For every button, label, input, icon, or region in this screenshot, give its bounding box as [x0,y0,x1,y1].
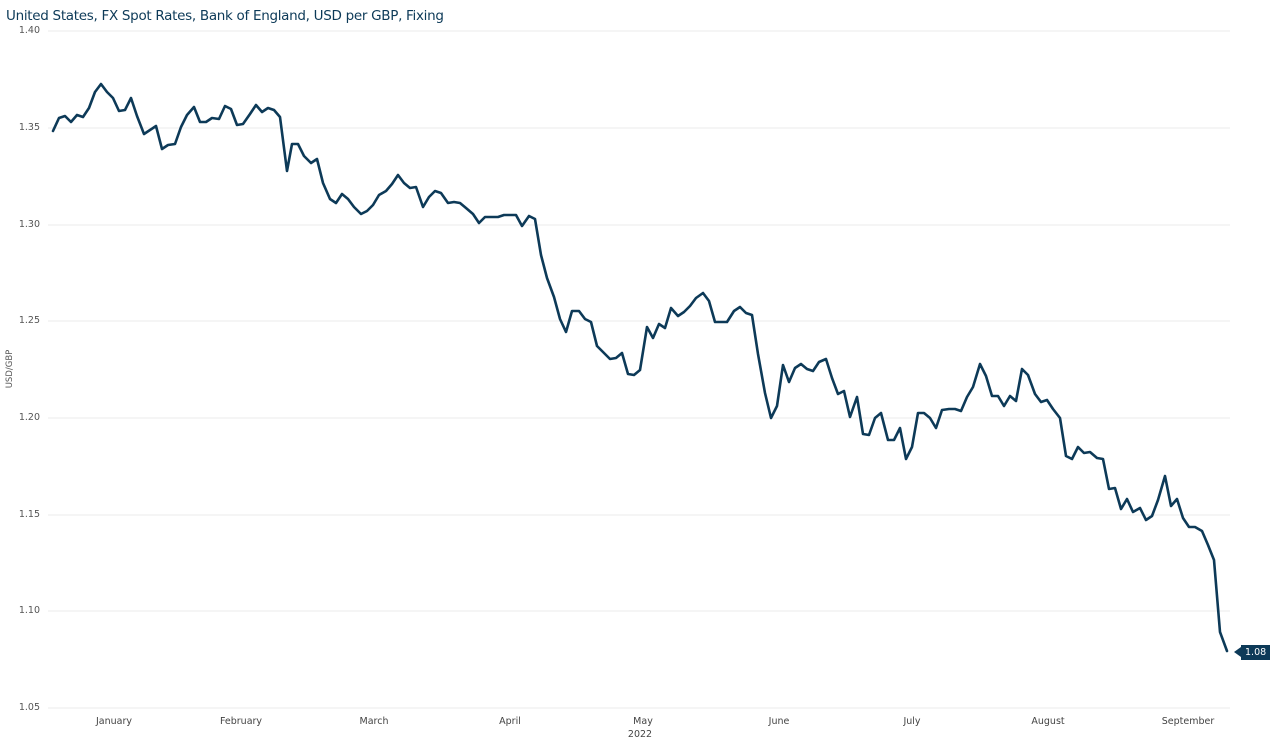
y-tick-1.25: 1.25 [18,315,40,326]
y-tick-1.10: 1.10 [18,605,40,616]
chart-title: United States, FX Spot Rates, Bank of En… [6,8,444,24]
y-tick-1.35: 1.35 [18,122,40,133]
usd-gbp-line [51,82,1229,653]
x-tick-february: February [219,716,263,727]
y-tick-1.20: 1.20 [18,412,40,423]
y-tick-1.15: 1.15 [18,509,40,520]
x-axis-year-label: 2022 [627,729,653,740]
last-value-badge: 1.08 [1241,645,1271,660]
x-tick-march: March [359,716,389,727]
x-tick-april: April [499,716,521,727]
y-tick-1.05: 1.05 [18,702,40,713]
x-tick-august: August [1031,716,1065,727]
x-tick-january: January [95,716,133,727]
x-tick-may: May [633,716,653,727]
x-tick-july: July [903,716,921,727]
last-value-pointer-icon [1234,647,1241,657]
y-tick-1.30: 1.30 [18,219,40,230]
y-tick-1.40: 1.40 [18,25,40,36]
y-axis-label: USD/GBP [5,349,15,389]
gridlines [48,30,1230,709]
x-tick-june: June [768,716,790,727]
x-tick-september: September [1161,716,1215,727]
